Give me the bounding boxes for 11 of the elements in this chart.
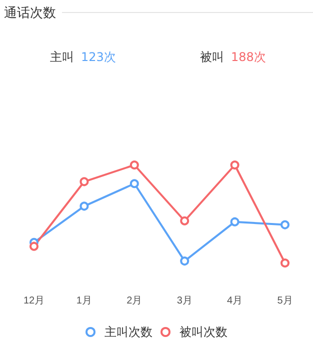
- x-tick-label: 5月: [277, 296, 293, 306]
- text: 主叫 123次: [50, 50, 116, 64]
- x-tick-label: 3月: [176, 296, 192, 306]
- x-tick-label: 2月: [126, 296, 142, 306]
- x-tick-label: 4月: [227, 296, 243, 306]
- chart-title: 通话次数: [4, 5, 56, 22]
- text: 被叫 188次: [200, 50, 266, 64]
- x-tick-label: 1月: [76, 296, 92, 306]
- x-tick-label: 12月: [23, 296, 45, 306]
- legend-label: 被叫次数: [180, 325, 228, 339]
- legend-label: 主叫次数: [104, 325, 152, 339]
